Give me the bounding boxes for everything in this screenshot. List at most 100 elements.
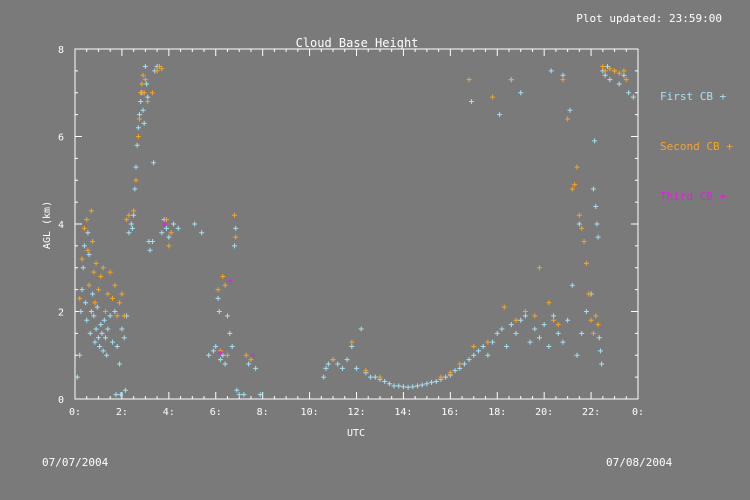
legend-second-cb: Second CB + (660, 140, 733, 153)
data-point (457, 361, 463, 367)
data-point (192, 221, 198, 227)
data-point (574, 164, 580, 170)
data-point (102, 335, 108, 341)
data-point (621, 68, 627, 74)
data-point (621, 72, 627, 78)
data-point (217, 350, 223, 356)
data-point (429, 379, 435, 385)
data-point (233, 234, 239, 240)
data-point (100, 265, 106, 271)
data-point (232, 243, 238, 249)
data-point (532, 326, 538, 332)
data-point (91, 313, 97, 319)
data-point (119, 291, 125, 297)
data-point (504, 344, 510, 349)
x-tick-label: 0: (632, 407, 644, 418)
data-point (147, 247, 153, 253)
data-point (92, 339, 98, 345)
data-point (565, 317, 571, 323)
data-point (471, 352, 477, 358)
data-point (199, 230, 205, 236)
legend-first-cb-label: First CB + (660, 90, 727, 103)
data-point (600, 64, 606, 69)
data-point (107, 269, 113, 275)
data-point (129, 225, 135, 231)
data-point (551, 317, 557, 323)
data-point (126, 230, 132, 236)
data-point (98, 322, 104, 328)
data-point (107, 313, 113, 319)
data-point (485, 352, 491, 358)
data-point (513, 330, 519, 336)
data-point (222, 361, 228, 367)
data-point (602, 68, 608, 74)
y-axis-label: AGL (km) (42, 201, 53, 249)
y-tick-label: 6 (58, 133, 64, 144)
data-point (339, 365, 345, 371)
data-point (485, 339, 491, 345)
data-point (122, 387, 128, 393)
data-point (623, 77, 629, 83)
data-point (110, 295, 116, 301)
data-point (233, 225, 239, 231)
data-point (138, 99, 144, 104)
data-point (132, 186, 138, 192)
data-point (90, 239, 96, 244)
data-point (88, 208, 94, 214)
data-point (246, 361, 252, 367)
data-point (112, 282, 118, 288)
data-point (583, 309, 589, 314)
data-point (595, 322, 601, 328)
data-point (565, 116, 571, 122)
data-point (224, 313, 230, 319)
data-point (171, 221, 177, 227)
data-point (405, 384, 411, 390)
data-point (438, 374, 444, 380)
data-point (151, 160, 157, 166)
data-point (128, 221, 134, 227)
data-point (217, 357, 223, 363)
data-point (372, 374, 378, 380)
data-point (555, 330, 561, 336)
x-tick-label: 16: (441, 407, 459, 418)
data-point (497, 112, 503, 118)
data-point (508, 77, 514, 83)
data-point (253, 365, 259, 371)
data-point (581, 239, 587, 244)
data-point (140, 107, 146, 113)
data-point (81, 225, 87, 231)
x-tick-label: 6: (210, 407, 222, 418)
data-point (114, 313, 120, 319)
data-point (457, 365, 463, 371)
x-tick-label: 20: (535, 407, 553, 418)
x-tick-label: 12: (347, 407, 365, 418)
data-point (616, 70, 622, 76)
data-point (555, 322, 561, 328)
data-point (131, 212, 137, 218)
data-point (80, 265, 86, 271)
data-point (83, 300, 89, 306)
data-point (626, 90, 632, 96)
x-tick-label: 2: (116, 407, 128, 418)
data-point (159, 66, 165, 72)
data-point (513, 317, 519, 323)
data-point (527, 339, 533, 345)
data-point (154, 68, 160, 74)
data-point (243, 352, 249, 358)
data-point (93, 260, 99, 266)
data-point (142, 77, 148, 83)
data-point (490, 339, 496, 345)
data-point (501, 304, 507, 310)
data-point (220, 274, 226, 279)
data-point (84, 317, 90, 323)
data-point (250, 352, 256, 358)
data-point (78, 309, 84, 314)
data-point (335, 361, 341, 367)
chart-title: Cloud Base Height (296, 36, 419, 50)
data-point (100, 348, 106, 354)
data-point (546, 344, 552, 349)
data-point (137, 112, 143, 118)
data-point (541, 322, 547, 328)
data-point (349, 344, 355, 349)
